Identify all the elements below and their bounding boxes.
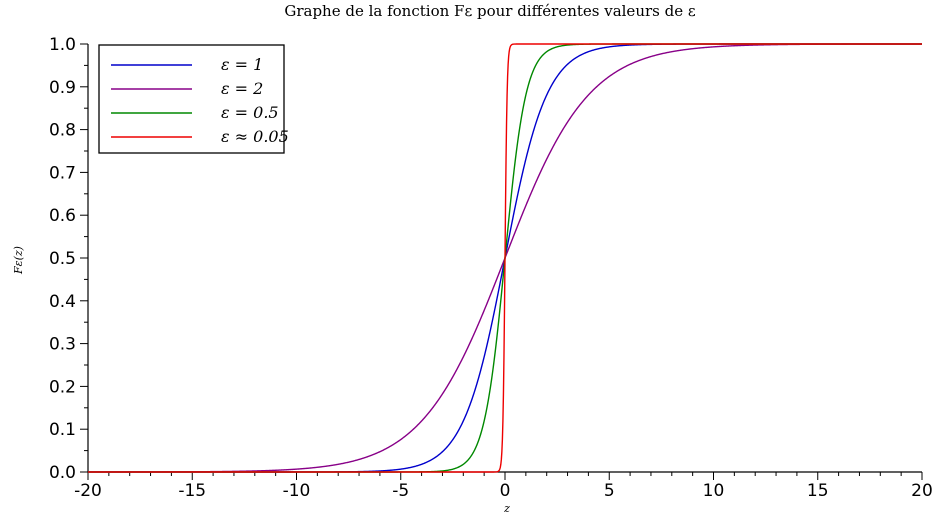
series-group — [88, 43, 922, 473]
y-tick-label: 0.7 — [49, 163, 76, 183]
y-tick-label: 0.5 — [49, 249, 76, 269]
x-tick-label: -5 — [392, 481, 409, 501]
x-axis-title: z — [503, 502, 510, 515]
y-tick-label: 1.0 — [49, 35, 76, 55]
x-tick-label: 15 — [807, 481, 829, 501]
y-tick-label: 0.2 — [49, 377, 76, 397]
chart-title: Graphe de la fonction Fε pour différente… — [284, 2, 696, 20]
y-tick-label: 0.1 — [49, 420, 76, 440]
series-line-3 — [88, 43, 922, 473]
y-tick-label: 0.4 — [49, 292, 76, 312]
legend-label: ε = 1 — [221, 55, 263, 74]
legend: ε = 1 ε = 2 ε = 0.5 ε ≈ 0.05 — [98, 44, 289, 154]
y-tick-label: 0.3 — [49, 335, 76, 355]
x-tick-label: 0 — [500, 481, 511, 501]
legend-label: ε = 2 — [221, 79, 263, 98]
x-tick-label: -10 — [283, 481, 311, 501]
y-tick-label: 0.6 — [49, 206, 76, 226]
legend-label: ε = 0.5 — [221, 103, 279, 122]
x-tick-label: -15 — [178, 481, 206, 501]
y-tick-label: 0.0 — [49, 463, 76, 483]
x-tick-label: 20 — [911, 481, 933, 501]
legend-label: ε ≈ 0.05 — [221, 127, 289, 146]
x-tick-label: 10 — [703, 481, 725, 501]
y-tick-label: 0.8 — [49, 121, 76, 141]
y-tick-label: 0.9 — [49, 78, 76, 98]
x-tick-label: 5 — [604, 481, 615, 501]
axes: 0.0 0.1 0.2 0.3 0.4 0.5 0.6 0.7 0.8 0.9 1.0 -20 -15 -… — [49, 35, 933, 501]
legend-box — [98, 44, 285, 154]
x-tick-label: -20 — [74, 481, 102, 501]
y-axis-title: Fε(z) — [12, 246, 25, 275]
